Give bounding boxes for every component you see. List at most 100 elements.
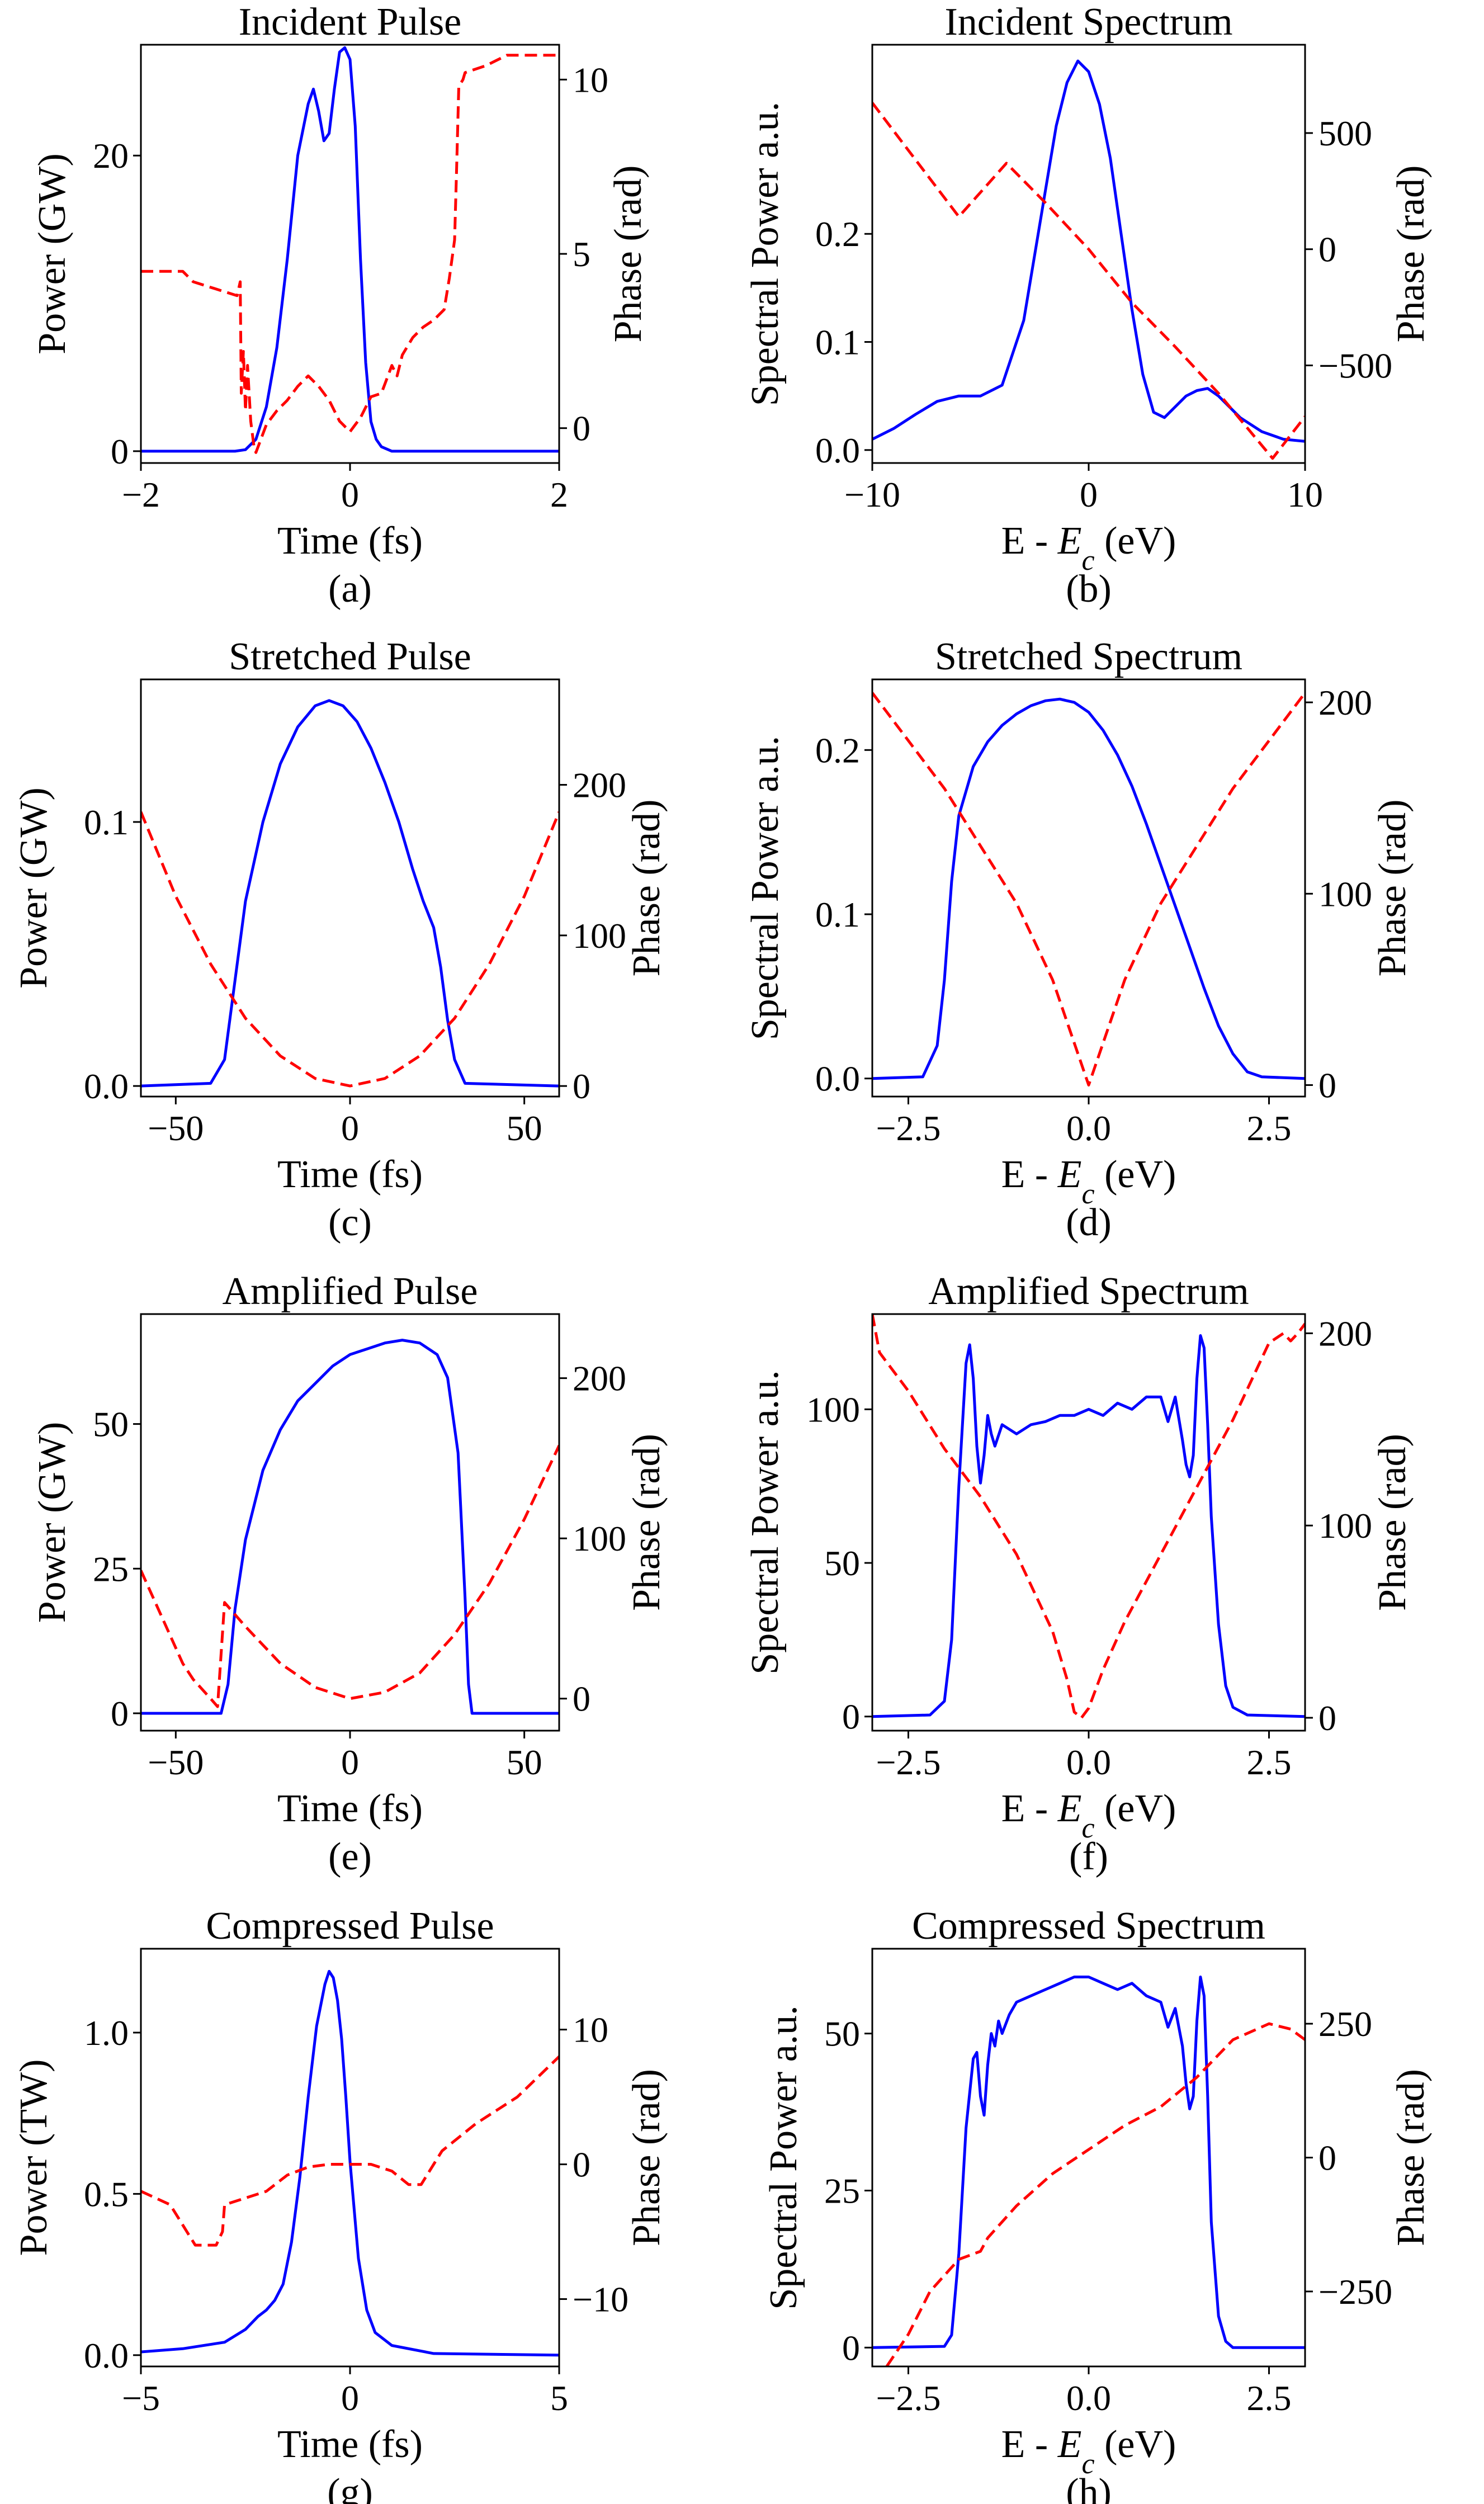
y-tick-label: 0.1: [815, 323, 860, 362]
y2-tick-label: 0: [573, 1066, 590, 1106]
y-tick-label: 100: [806, 1390, 860, 1429]
y-axis-label: Power (GW): [12, 787, 55, 989]
power-line-f: [872, 1334, 1305, 1718]
power-line-b: [872, 59, 1305, 443]
y2-tick-label: 200: [573, 766, 626, 805]
y2-axis-label: Phase (rad): [1371, 1434, 1414, 1611]
x-tick-label: −5: [122, 2378, 160, 2418]
axes-frame-h: [871, 1948, 1306, 2368]
y-tick-label: 0.0: [84, 1066, 129, 1106]
y2-tick-label: 100: [1318, 874, 1372, 914]
panel-h: −2.5 0.0 2.5 0 25 50 −250 0 250 Compressed Spectr…: [762, 1905, 1433, 2504]
x-tick-label: 0: [341, 1742, 359, 1782]
y2-tick-label: 0: [1318, 230, 1336, 270]
y2-tick-label: −10: [573, 2280, 628, 2319]
y2-tick-label: 10: [573, 2010, 608, 2050]
x-tick-label: 2.5: [1247, 1108, 1292, 1148]
y-tick-label: 0.1: [84, 802, 129, 842]
y2-tick-label: 10: [573, 60, 608, 100]
y2-tick-label: 250: [1318, 2004, 1372, 2044]
panel-e: −50 0 50 0 25 50 0 100 200 Amplified Pulse Time (f…: [31, 1270, 668, 1878]
x-tick-label: 2.5: [1247, 1742, 1292, 1782]
x-tick-label: −50: [148, 1108, 204, 1148]
y-tick-label: 50: [824, 2014, 860, 2054]
phase-line-d: [872, 692, 1305, 1086]
y-tick-label: 0.1: [815, 895, 860, 934]
x-tick-label: −10: [844, 475, 900, 514]
panel-caption: (b): [1066, 568, 1112, 611]
y2-tick-label: 100: [573, 1519, 626, 1558]
x-axis-label: Time (fs): [277, 2423, 423, 2466]
y2-tick-label: 0: [1318, 1065, 1336, 1105]
panel-d: −2.5 0.0 2.5 0.0 0.1 0.2 0 100 200 Stretched Spec…: [744, 635, 1414, 1244]
x-tick-label: −50: [148, 1742, 204, 1782]
y2-tick-label: 200: [573, 1359, 626, 1399]
phase-line-c: [141, 811, 559, 1088]
panel-caption: (h): [1066, 2471, 1112, 2504]
x-tick-label: 0.0: [1066, 1742, 1111, 1782]
x-tick-label: −2.5: [876, 1108, 941, 1148]
panel-title: Incident Pulse: [239, 1, 462, 44]
power-line-a: [141, 46, 559, 453]
x-tick-label: −2.5: [876, 1742, 941, 1782]
panel-caption: (g): [327, 2471, 373, 2504]
phase-line-b: [872, 102, 1305, 460]
x-tick-label: 10: [1287, 475, 1323, 514]
y-tick-label: 0.2: [815, 730, 860, 770]
x-tick-label: −2: [122, 475, 160, 514]
x-tick-label: 2.5: [1247, 2378, 1292, 2418]
x-tick-label: 2: [550, 475, 568, 514]
y2-tick-label: 200: [1318, 1314, 1372, 1353]
x-tick-label: 50: [507, 1108, 542, 1148]
panel-caption: (e): [328, 1835, 372, 1878]
panel-title: Compressed Spectrum: [912, 1905, 1265, 1948]
y-axis-label: Spectral Power a.u.: [744, 1370, 787, 1674]
y2-tick-label: 5: [573, 234, 590, 274]
x-axis-label: E - Ec (eV): [1001, 2423, 1176, 2480]
axes-frame-c: [140, 678, 560, 1098]
panel-title: Stretched Pulse: [229, 635, 471, 678]
phase-line-h: [885, 2022, 1305, 2366]
y-tick-label: 0: [111, 432, 129, 471]
phase-line-g: [141, 2056, 559, 2247]
y-tick-label: 0.0: [815, 431, 860, 470]
y2-axis-label: Phase (rad): [1371, 800, 1414, 977]
panel-caption: (a): [328, 568, 372, 611]
axes-frame-e: [140, 1313, 560, 1732]
panel-c: −50 0 50 0.0 0.1 0 100 200 Stretched Pulse Time (…: [12, 635, 668, 1244]
x-axis-label: E - Ec (eV): [1001, 519, 1176, 577]
panel-f: −2.5 0.0 2.5 0 50 100 0 100 200 Amplified Spectru…: [744, 1270, 1414, 1878]
panel-g: −5 0 5 0.0 0.5 1.0 −10 0 10 Compressed Pulse Time …: [12, 1905, 668, 2504]
y-tick-label: 1.0: [84, 2013, 129, 2053]
y-tick-label: 0.2: [815, 214, 860, 254]
y-tick-label: 25: [93, 1549, 129, 1589]
x-axis-label: Time (fs): [277, 1787, 423, 1830]
x-axis-label: E - Ec (eV): [1001, 1153, 1176, 1210]
y2-tick-label: 0: [573, 1679, 590, 1719]
x-tick-label: 5: [550, 2378, 568, 2418]
x-tick-label: 0: [341, 2378, 359, 2418]
y2-tick-label: 0: [573, 409, 590, 448]
panel-title: Stretched Spectrum: [935, 635, 1242, 678]
panel-b: −10 0 10 0.0 0.1 0.2 −500 0 500 Incident Spectrum…: [744, 1, 1433, 611]
x-tick-label: 0.0: [1066, 2378, 1111, 2418]
y2-axis-label: Phase (rad): [607, 166, 650, 343]
phase-line-e: [141, 1444, 559, 1708]
y2-axis-label: Phase (rad): [1390, 166, 1433, 343]
y-tick-label: 0: [842, 2328, 860, 2368]
y2-tick-label: 500: [1318, 114, 1372, 153]
y-tick-label: 0.0: [84, 2336, 129, 2375]
panel-caption: (d): [1066, 1201, 1112, 1244]
y-axis-label: Spectral Power a.u.: [744, 736, 787, 1040]
panel-title: Incident Spectrum: [944, 1, 1232, 44]
phase-line-f: [872, 1314, 1305, 1719]
y-tick-label: 0: [842, 1697, 860, 1737]
y-tick-label: 0.5: [84, 2174, 129, 2214]
y-tick-label: 20: [93, 136, 129, 176]
y-tick-label: 50: [93, 1405, 129, 1444]
x-tick-label: 50: [507, 1742, 542, 1782]
panel-title: Amplified Spectrum: [928, 1270, 1249, 1313]
y2-tick-label: 100: [1318, 1506, 1372, 1546]
y-tick-label: 25: [824, 2171, 860, 2210]
